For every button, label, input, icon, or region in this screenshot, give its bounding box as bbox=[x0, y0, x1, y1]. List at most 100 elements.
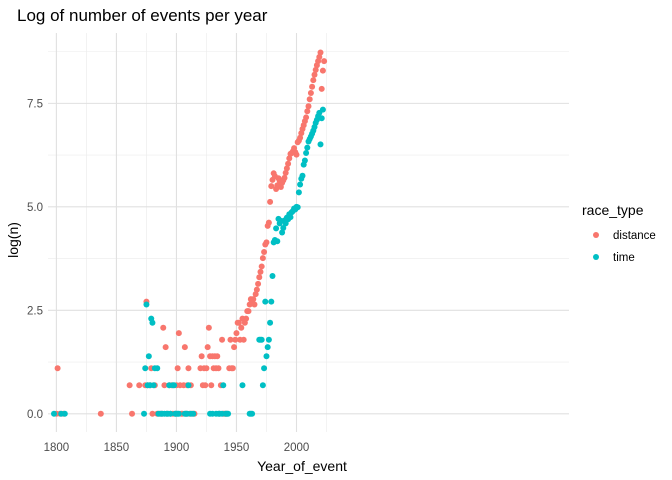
point-distance bbox=[318, 85, 325, 92]
point-time bbox=[175, 410, 182, 417]
point-distance bbox=[250, 296, 257, 303]
point-time bbox=[295, 189, 302, 196]
point-distance bbox=[297, 134, 304, 141]
point-time bbox=[274, 238, 281, 245]
point-distance bbox=[306, 96, 313, 103]
point-time bbox=[280, 224, 287, 231]
point-time bbox=[301, 157, 308, 164]
point-time bbox=[279, 229, 286, 236]
point-distance bbox=[245, 308, 252, 315]
point-time bbox=[265, 336, 272, 343]
point-distance bbox=[304, 108, 311, 115]
point-distance bbox=[174, 365, 181, 372]
chart-title: Log of number of events per year bbox=[17, 6, 268, 25]
point-time bbox=[268, 298, 275, 305]
point-time bbox=[303, 150, 310, 157]
point-distance bbox=[54, 365, 61, 372]
point-distance bbox=[307, 90, 314, 97]
point-distance bbox=[321, 58, 328, 65]
point-distance bbox=[261, 248, 268, 255]
point-time bbox=[171, 382, 178, 389]
point-time bbox=[287, 214, 294, 221]
point-distance bbox=[219, 336, 226, 343]
point-time bbox=[264, 344, 271, 351]
point-distance bbox=[263, 239, 270, 246]
point-time bbox=[261, 365, 268, 372]
point-distance bbox=[240, 336, 247, 343]
point-time bbox=[317, 141, 324, 148]
point-distance bbox=[227, 336, 234, 343]
point-distance bbox=[129, 410, 136, 417]
point-time bbox=[249, 410, 256, 417]
point-distance bbox=[285, 160, 292, 167]
point-time bbox=[267, 319, 274, 326]
y-tick-label: 2.5 bbox=[27, 305, 43, 317]
point-time bbox=[142, 365, 149, 372]
point-time bbox=[269, 272, 276, 279]
point-distance bbox=[283, 165, 290, 172]
point-distance bbox=[257, 268, 264, 275]
x-tick-label: 1800 bbox=[44, 442, 70, 454]
point-time bbox=[141, 410, 148, 417]
point-time bbox=[319, 106, 326, 113]
point-distance bbox=[316, 54, 323, 61]
point-distance bbox=[181, 344, 188, 351]
legend-key-time bbox=[593, 254, 599, 260]
point-distance bbox=[293, 151, 300, 158]
point-time bbox=[185, 382, 192, 389]
point-distance bbox=[243, 315, 250, 322]
point-time bbox=[262, 298, 269, 305]
point-distance bbox=[259, 255, 266, 262]
point-time bbox=[190, 410, 197, 417]
y-axis-ticks: 0.0 2.5 5.0 7.5 bbox=[27, 98, 43, 420]
point-distance bbox=[214, 353, 221, 360]
point-distance bbox=[255, 280, 262, 287]
point-time bbox=[154, 365, 161, 372]
point-distance bbox=[229, 365, 236, 372]
legend-label-time: time bbox=[613, 252, 635, 264]
point-time bbox=[258, 336, 265, 343]
point-distance bbox=[202, 382, 209, 389]
point-distance bbox=[281, 174, 288, 181]
y-tick-label: 7.5 bbox=[27, 98, 43, 110]
legend-key-distance bbox=[593, 232, 599, 238]
point-distance bbox=[256, 274, 263, 281]
x-tick-label: 1950 bbox=[224, 442, 250, 454]
legend-title: race_type bbox=[582, 202, 644, 218]
point-time bbox=[297, 181, 304, 188]
point-time bbox=[304, 144, 311, 151]
point-distance bbox=[136, 382, 143, 389]
point-time bbox=[220, 382, 227, 389]
point-distance bbox=[149, 410, 156, 417]
point-time bbox=[167, 410, 174, 417]
point-time bbox=[149, 319, 156, 326]
point-time bbox=[51, 410, 58, 417]
point-distance bbox=[238, 324, 245, 331]
point-time bbox=[150, 382, 157, 389]
point-distance bbox=[251, 301, 258, 308]
point-distance bbox=[204, 344, 211, 351]
x-axis-ticks: 1800 1850 1900 1950 2000 bbox=[44, 442, 310, 454]
point-time bbox=[239, 382, 246, 389]
point-time bbox=[143, 301, 150, 308]
x-axis-title: Year_of_event bbox=[257, 458, 347, 474]
point-distance bbox=[235, 319, 242, 326]
point-distance bbox=[205, 324, 212, 331]
point-distance bbox=[198, 353, 205, 360]
point-distance bbox=[253, 286, 260, 293]
point-distance bbox=[97, 410, 104, 417]
point-distance bbox=[319, 67, 326, 74]
point-distance bbox=[203, 365, 210, 372]
point-distance bbox=[258, 263, 265, 270]
x-tick-label: 2000 bbox=[284, 442, 310, 454]
point-distance bbox=[208, 382, 215, 389]
point-distance bbox=[265, 219, 272, 226]
x-tick-label: 1900 bbox=[164, 442, 190, 454]
point-distance bbox=[286, 155, 293, 162]
point-time bbox=[145, 353, 152, 360]
point-distance bbox=[232, 336, 239, 343]
y-axis-title: log(n) bbox=[5, 222, 21, 258]
point-distance bbox=[160, 324, 167, 331]
x-tick-label: 1850 bbox=[104, 442, 130, 454]
